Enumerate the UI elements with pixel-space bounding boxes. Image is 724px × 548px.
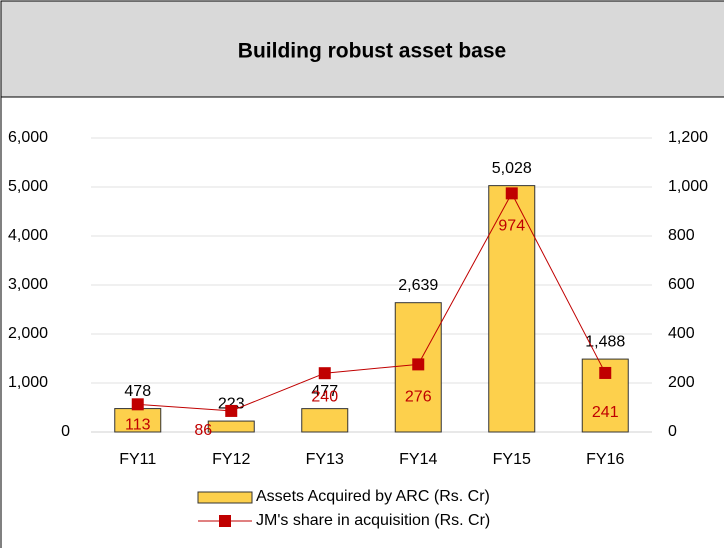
- y-tick-label: 4,000: [8, 227, 48, 244]
- bar-value-label: 5,028: [492, 160, 532, 177]
- x-tick-label: FY14: [399, 451, 437, 468]
- line: [137, 192, 606, 412]
- y-tick-label: 6,000: [8, 129, 48, 146]
- x-tick-label: FY12: [212, 451, 250, 468]
- line-value-label: 113: [125, 417, 151, 434]
- bar-value-label: 2,639: [398, 277, 438, 294]
- y-tick-label: 2,000: [8, 325, 48, 342]
- line-value-label: 974: [498, 218, 525, 235]
- y2-tick-label: 1,000: [668, 178, 708, 195]
- y2-tick-label: 200: [668, 374, 695, 391]
- line-marker: [599, 366, 612, 379]
- y2-tick-label: 800: [668, 227, 695, 244]
- line-value-label: 241: [592, 404, 619, 421]
- legend-swatch: [197, 491, 253, 504]
- line-marker: [412, 358, 425, 371]
- line-value-label: 240: [311, 388, 338, 405]
- title-bar: [0, 0, 724, 98]
- line-value-label: 86: [194, 422, 212, 439]
- y-tick-label: 5,000: [8, 178, 48, 195]
- legend-label: JM's share in acquisition (Rs. Cr): [256, 512, 490, 529]
- x-tick-label: FY13: [306, 451, 344, 468]
- bar: [207, 420, 255, 433]
- line-value-label: 276: [405, 389, 432, 406]
- x-tick-label: FY11: [119, 451, 156, 468]
- bar-value-label: 1,488: [585, 333, 625, 350]
- y-tick-label: 0: [61, 423, 70, 440]
- line-marker: [131, 398, 144, 411]
- bar-value-label: 477: [311, 383, 338, 400]
- line-marker: [225, 404, 238, 417]
- x-tick-label: FY15: [493, 451, 531, 468]
- y-tick-label: 3,000: [8, 276, 48, 293]
- legend-label: Assets Acquired by ARC (Rs. Cr): [256, 488, 490, 505]
- y2-tick-label: 400: [668, 325, 695, 342]
- line-marker: [505, 187, 518, 200]
- y-tick-label: 1,000: [8, 374, 48, 391]
- chart-title: Building robust asset base: [238, 40, 506, 63]
- y2-tick-label: 1,200: [668, 129, 708, 146]
- y2-tick-label: 600: [668, 276, 695, 293]
- bar: [488, 185, 536, 433]
- y2-tick-label: 0: [668, 423, 677, 440]
- bar: [301, 408, 349, 433]
- legend-marker: [219, 515, 231, 527]
- line-marker: [318, 367, 331, 380]
- bar-value-label: 478: [124, 383, 151, 400]
- x-tick-label: FY16: [586, 451, 624, 468]
